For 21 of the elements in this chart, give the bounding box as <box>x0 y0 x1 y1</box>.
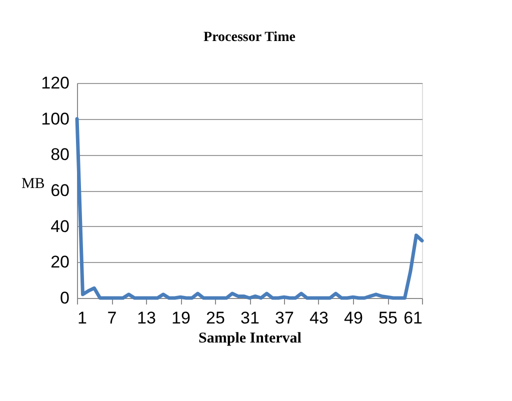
y-tick-label: 120 <box>41 74 70 92</box>
y-tick-label: 60 <box>50 181 70 200</box>
x-tick-label: 55 <box>378 308 398 328</box>
chart-title: Processor Time <box>204 30 296 45</box>
y-tick-label: 40 <box>50 216 70 236</box>
y-tick-label: 0 <box>60 288 70 308</box>
x-axis-title: Sample Interval <box>198 330 302 346</box>
x-tick-label: 49 <box>344 308 363 328</box>
x-tick-label: 25 <box>206 308 225 328</box>
x-tick-label: 19 <box>172 308 190 328</box>
x-tick-label: 61 <box>404 308 422 328</box>
y-tick-label: 20 <box>50 252 70 272</box>
x-tick-label: 43 <box>310 308 328 328</box>
x-tick-label: 7 <box>107 308 117 328</box>
x-tick-label: 1 <box>78 308 87 328</box>
y-tick-label: 100 <box>41 109 70 128</box>
x-tick-label: 37 <box>275 308 294 328</box>
y-tick-label: 80 <box>50 145 70 164</box>
x-tick-label: 13 <box>137 308 156 328</box>
y-axis-title: MB <box>21 176 45 192</box>
x-tick-label: 31 <box>240 308 260 328</box>
